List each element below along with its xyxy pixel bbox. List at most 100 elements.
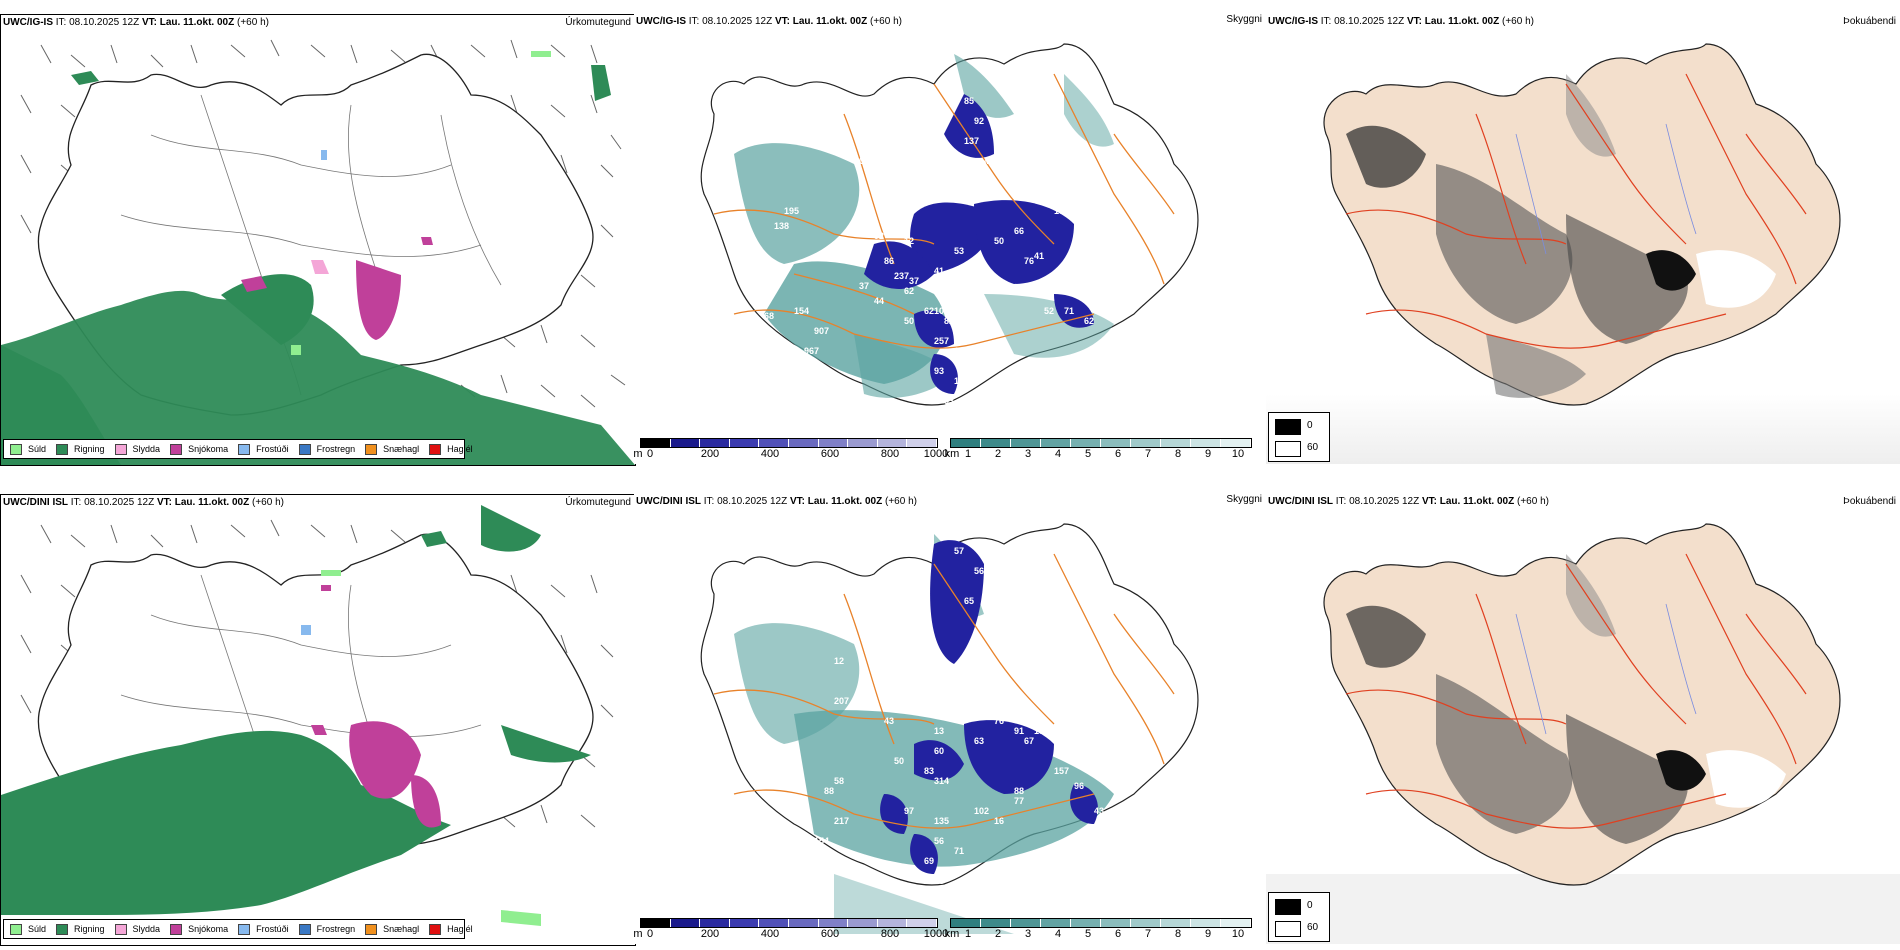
cloud-base-value: 74 bbox=[984, 626, 994, 636]
legend-item: Snæhagl bbox=[365, 443, 419, 455]
cloud-title: UWC/IG-IS IT: 08.10.2025 12Z VT: Lau. 11… bbox=[636, 16, 902, 27]
cloud-title: UWC/DINI ISL IT: 08.10.2025 12Z VT: Lau.… bbox=[636, 496, 917, 507]
legend-item: Haglél bbox=[429, 923, 473, 935]
cloud-base-value: 68 bbox=[764, 311, 774, 321]
precip-legend: Súld Rigning Slydda Snjókoma Frostúði Fr… bbox=[3, 439, 473, 459]
fog-legend: 0 60 bbox=[1268, 412, 1330, 462]
cloud-base-value: 62 bbox=[924, 306, 934, 316]
cloud-base-value: 67 bbox=[1024, 736, 1034, 746]
cloud-base-map-panel: 195 138 45 68 907 967 154 464 37 44 37 41 53 50 66 76 41… bbox=[634, 14, 1266, 464]
fog-legend-high: 0 bbox=[1307, 420, 1313, 431]
visibility-tick: 3 bbox=[1024, 928, 1032, 940]
legend-item: Snjókoma bbox=[170, 443, 228, 455]
cloud-base-value: 52 bbox=[1044, 306, 1054, 316]
cloud-base-value: 62 bbox=[1084, 316, 1094, 326]
fog-legend-low: 60 bbox=[1307, 442, 1319, 453]
cloud-base-value: 105 bbox=[934, 306, 949, 316]
cloud-base-value: 88 bbox=[1014, 786, 1024, 796]
precip-legend: Súld Rigning Slydda Snjókoma Frostúði Fr… bbox=[3, 919, 473, 939]
cloud-base-tick: 200 bbox=[700, 448, 720, 460]
cloud-base-value: 157 bbox=[1054, 766, 1069, 776]
cloud-base-value: 45 bbox=[749, 291, 759, 301]
cloud-base-colorbar: m 0 200 400 600 800 1000 bbox=[634, 918, 948, 944]
visibility-unit: km bbox=[944, 448, 960, 460]
fog-title: UWC/IG-IS IT: 08.10.2025 12Z VT: Lau. 11… bbox=[1268, 16, 1534, 27]
cloud-base-value: 71 bbox=[1064, 306, 1074, 316]
cloud-base-colorbar-swatches bbox=[640, 438, 938, 448]
legend-item: Snjókoma bbox=[170, 923, 228, 935]
cloud-base-value: 237 bbox=[894, 271, 909, 281]
visibility-tick: 7 bbox=[1144, 928, 1152, 940]
cloud-base-colorbar: m 0 200 400 600 800 1000 bbox=[634, 438, 948, 464]
cloud-base-value: 77 bbox=[1014, 796, 1024, 806]
cloud-base-value: 41 bbox=[934, 266, 944, 276]
cloud-base-value: 56 bbox=[1144, 156, 1154, 166]
legend-item: Rigning bbox=[56, 923, 105, 935]
cloud-base-value: 178 bbox=[954, 376, 969, 386]
cloud-base-value: 102 bbox=[974, 806, 989, 816]
cloud-base-value: 44 bbox=[874, 296, 884, 306]
fog-legend-high: 0 bbox=[1307, 900, 1313, 911]
cloud-base-tick: 400 bbox=[760, 448, 780, 460]
precip-param-label: Úrkomutegund bbox=[565, 17, 631, 28]
cloud-base-value: 37 bbox=[964, 876, 974, 886]
precip-param-label: Úrkomutegund bbox=[565, 497, 631, 508]
precip-title: UWC/IG-IS IT: 08.10.2025 12Z VT: Lau. 11… bbox=[3, 17, 269, 28]
cloud-base-value: 154 bbox=[794, 306, 809, 316]
cloud-base-value: 50 bbox=[904, 316, 914, 326]
visibility-unit: km bbox=[944, 928, 960, 940]
fog-legend-low: 60 bbox=[1307, 922, 1319, 933]
cloud-base-value: 58 bbox=[834, 776, 844, 786]
cloud-base-tick: 600 bbox=[820, 448, 840, 460]
visibility-colorbar-swatches bbox=[950, 438, 1252, 448]
cloud-base-map-panel: 12 57 56 65 74 207 50 83 63 76 91 67 138 157 96 88 77 102… bbox=[634, 494, 1266, 944]
visibility-tick: 4 bbox=[1054, 928, 1062, 940]
fog-map bbox=[1266, 43, 1900, 464]
cloud-base-value: 37 bbox=[909, 276, 919, 286]
cloud-base-map: 1257566574207508363769167138157968877102… bbox=[700, 523, 1199, 934]
visibility-tick: 2 bbox=[994, 928, 1002, 940]
cloud-base-tick: 1000 bbox=[923, 928, 949, 940]
cloud-base-value: 314 bbox=[934, 776, 949, 786]
visibility-tick: 5 bbox=[1084, 928, 1092, 940]
cloud-base-value: 91 bbox=[1014, 726, 1024, 736]
cloud-base-value: 96 bbox=[1074, 781, 1084, 791]
legend-item: Frostregn bbox=[298, 923, 355, 935]
cloud-base-value: 60 bbox=[934, 746, 944, 756]
visibility-colorbar: km 1 2 3 4 5 6 7 8 9 10 bbox=[944, 918, 1266, 944]
cloud-base-value: 41 bbox=[1034, 251, 1044, 261]
cloud-base-value: 66 bbox=[1014, 226, 1024, 236]
cloud-base-value: 82 bbox=[944, 316, 954, 326]
cloud-base-value: 86 bbox=[884, 256, 894, 266]
cloud-base-value: 76 bbox=[994, 716, 1004, 726]
cloud-base-value: 53 bbox=[1094, 206, 1104, 216]
fog-param-label: Þokuábendi bbox=[1843, 496, 1896, 507]
cloud-base-value: 10 bbox=[1064, 696, 1074, 706]
cloud-base-value: 12 bbox=[974, 171, 984, 181]
legend-item: Snæhagl bbox=[365, 923, 419, 935]
cloud-base-value: 56 bbox=[974, 566, 984, 576]
legend-item: Súld bbox=[10, 443, 46, 455]
cloud-base-tick: 200 bbox=[700, 928, 720, 940]
cloud-base-value: 12 bbox=[834, 656, 844, 666]
legend-item: Frostregn bbox=[298, 443, 355, 455]
cloud-base-tick: 0 bbox=[646, 448, 654, 460]
cloud-base-value: 85 bbox=[964, 96, 974, 106]
cloud-base-value: 63 bbox=[974, 736, 984, 746]
cloud-base-value: 83 bbox=[924, 766, 934, 776]
visibility-tick: 7 bbox=[1144, 448, 1152, 460]
fog-title: UWC/DINI ISL IT: 08.10.2025 12Z VT: Lau.… bbox=[1268, 496, 1549, 507]
cloud-base-value: 154 bbox=[814, 836, 829, 846]
cloud-base-value: 57 bbox=[954, 546, 964, 556]
cloud-base-unit: m bbox=[634, 448, 643, 460]
cloud-base-value: 65 bbox=[964, 596, 974, 606]
cloud-base-value: 37 bbox=[859, 281, 869, 291]
visibility-tick: 1 bbox=[964, 928, 972, 940]
cloud-base-value: 138 bbox=[774, 221, 789, 231]
cloud-base-value: 76 bbox=[1024, 116, 1034, 126]
cloud-base-value: 50 bbox=[894, 756, 904, 766]
cloud-base-colorbar-swatches bbox=[640, 918, 938, 928]
cloud-base-value: 138 bbox=[1034, 726, 1049, 736]
visibility-tick: 4 bbox=[1054, 448, 1062, 460]
visibility-tick: 8 bbox=[1174, 448, 1182, 460]
